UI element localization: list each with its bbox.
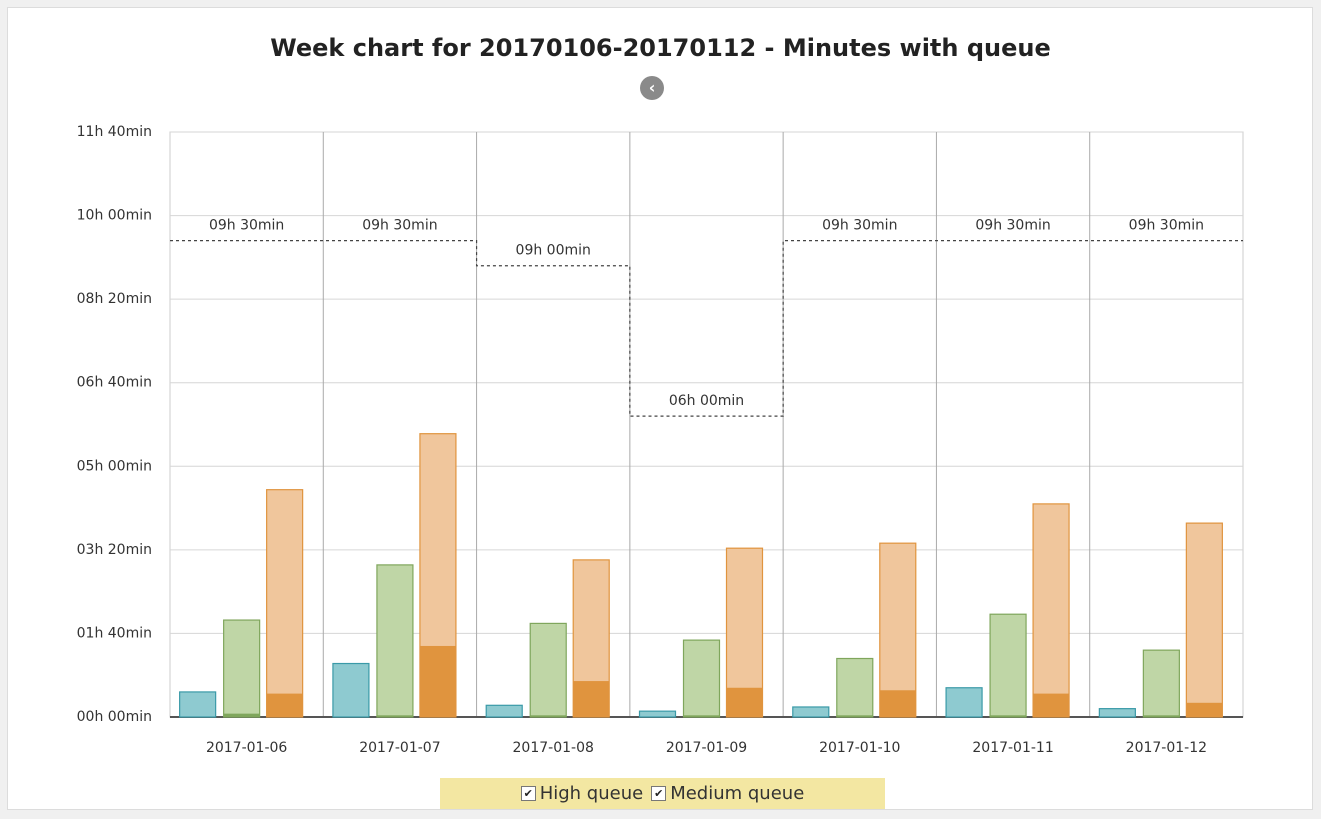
bar-inner-segment	[990, 715, 1027, 717]
high-queue-checkbox[interactable]: ✔	[520, 786, 536, 801]
y-tick-label: 01h 40min	[77, 625, 152, 641]
x-tick-label: 2017-01-10	[819, 740, 900, 756]
bar	[376, 564, 414, 718]
y-tick-label: 11h 40min	[77, 124, 152, 140]
x-tick-label: 2017-01-07	[359, 740, 440, 756]
x-tick-label: 2017-01-09	[666, 740, 747, 756]
plot-border	[169, 131, 1244, 718]
threshold-label: 09h 30min	[362, 218, 437, 234]
chart-title: Week chart for 20170106-20170112 - Minut…	[270, 34, 1051, 62]
bar	[332, 662, 370, 718]
medium-queue-checkbox[interactable]: ✔	[651, 786, 667, 801]
threshold-label: 09h 30min	[822, 218, 897, 234]
legend-item-high-queue[interactable]: ✔ High queue	[520, 783, 644, 804]
bar-inner-segment	[1143, 715, 1180, 717]
bar	[989, 613, 1027, 718]
x-tick-label: 2017-01-11	[972, 740, 1053, 756]
x-tick-label: 2017-01-08	[513, 740, 594, 756]
bar-inner-segment	[530, 715, 567, 717]
bar	[792, 706, 830, 718]
bar	[266, 489, 304, 718]
bar	[879, 542, 917, 718]
legend-label-medium-queue: Medium queue	[670, 783, 805, 804]
legend-label-high-queue: High queue	[539, 783, 644, 804]
bar-inner-segment	[266, 693, 303, 717]
bar	[485, 704, 523, 718]
threshold-label: 09h 30min	[975, 218, 1050, 234]
bar-inner-segment	[376, 715, 413, 717]
bar	[529, 622, 567, 718]
bar	[1098, 708, 1136, 718]
bar-inner-segment	[1186, 702, 1223, 717]
bar-inner-segment	[726, 687, 763, 717]
y-tick-label: 08h 20min	[77, 291, 152, 307]
bar-inner-segment	[836, 715, 873, 717]
y-tick-label: 03h 20min	[77, 542, 152, 558]
bar-inner-segment	[1033, 693, 1070, 717]
legend-item-medium-queue[interactable]: ✔ Medium queue	[651, 783, 804, 804]
threshold-line	[170, 240, 1243, 417]
y-tick-label: 06h 40min	[77, 375, 152, 391]
bar	[223, 619, 261, 718]
bar-inner-segment	[683, 715, 720, 717]
bar-inner-segment	[419, 645, 456, 717]
x-tick-label: 2017-01-06	[206, 740, 287, 756]
y-tick-label: 00h 00min	[77, 709, 152, 725]
threshold-label: 09h 00min	[516, 243, 591, 259]
legend: ✔ High queue ✔ Medium queue	[440, 778, 885, 809]
chevron-left-icon[interactable]: ‹	[640, 76, 664, 100]
bar	[1032, 503, 1070, 718]
bar	[836, 657, 874, 718]
threshold-label: 09h 30min	[209, 218, 284, 234]
bar-inner-segment	[573, 681, 610, 717]
bar	[1142, 649, 1180, 718]
y-tick-label: 05h 00min	[77, 458, 152, 474]
bar-inner-segment	[879, 690, 916, 717]
bar	[1185, 522, 1223, 718]
bar	[945, 687, 983, 718]
bar	[638, 710, 677, 718]
bar-inner-segment	[223, 713, 260, 717]
y-tick-label: 10h 00min	[77, 208, 152, 224]
threshold-label: 09h 30min	[1129, 218, 1204, 234]
bar	[682, 639, 721, 718]
threshold-label: 06h 00min	[669, 393, 744, 409]
x-tick-label: 2017-01-12	[1126, 740, 1207, 756]
bar	[179, 691, 217, 718]
